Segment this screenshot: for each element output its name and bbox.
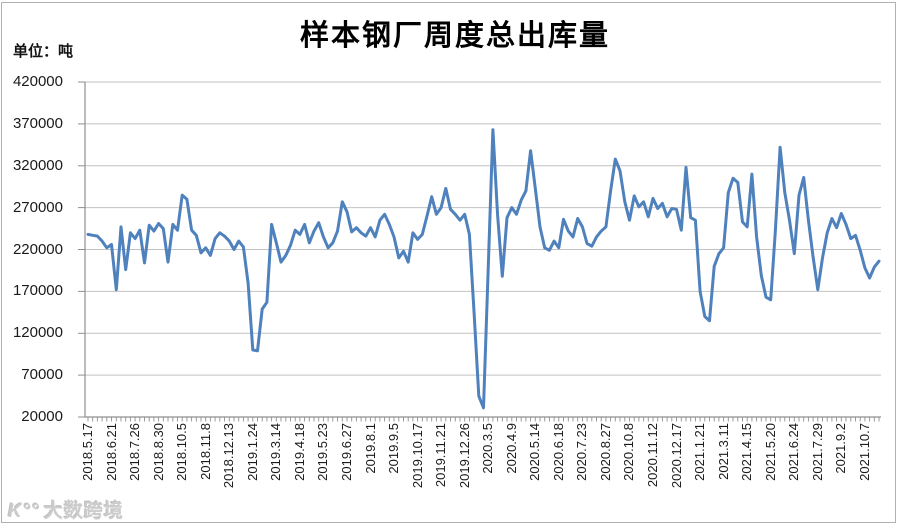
x-tick-label: 2021.7.29 bbox=[809, 423, 825, 481]
x-tick-label: 2018.5.17 bbox=[80, 423, 95, 481]
y-tick-label: 370000 bbox=[12, 114, 63, 132]
x-tick-label: 2019.4.18 bbox=[291, 423, 307, 481]
x-tick-label: 2020.12.17 bbox=[668, 423, 684, 489]
y-tick-label: 270000 bbox=[12, 198, 63, 216]
chart-title: 样本钢厂周度总出库量 bbox=[299, 20, 610, 52]
x-tick-label: 2019.5.23 bbox=[315, 423, 331, 481]
y-tick-label: 320000 bbox=[12, 156, 63, 174]
x-tick-label: 2018.8.30 bbox=[150, 423, 166, 481]
x-tick-label: 2020.6.18 bbox=[550, 423, 566, 481]
y-tick-label: 20000 bbox=[21, 408, 63, 425]
x-tick-label: 2018.11.8 bbox=[197, 423, 213, 480]
x-tick-label: 2018.7.26 bbox=[127, 423, 143, 481]
watermark-logo-icon: K°° bbox=[8, 501, 40, 522]
y-tick-label: 170000 bbox=[12, 282, 63, 300]
x-tick-label: 2020.8.27 bbox=[597, 423, 613, 481]
x-tick-label: 2021.4.15 bbox=[739, 423, 755, 481]
x-tick-label: 2019.8.1 bbox=[362, 423, 378, 474]
unit-label: 单位：吨 bbox=[13, 44, 74, 60]
x-tick-label: 2019.12.26 bbox=[456, 423, 472, 489]
x-tick-label: 2019.10.17 bbox=[409, 423, 425, 489]
x-tick-label: 2021.9.2 bbox=[833, 423, 849, 474]
x-tick-label: 2020.4.9 bbox=[503, 423, 519, 474]
x-tick-label: 2019.6.27 bbox=[338, 423, 354, 481]
x-tick-label: 2020.5.14 bbox=[527, 423, 543, 481]
x-tick-label: 2019.3.14 bbox=[268, 423, 284, 481]
y-tick-label: 420000 bbox=[12, 73, 63, 90]
x-tick-label: 2018.10.5 bbox=[174, 423, 190, 481]
watermark-text: 大数跨境 bbox=[43, 501, 124, 522]
y-tick-label: 220000 bbox=[12, 240, 63, 258]
x-tick-label: 2018.12.13 bbox=[221, 423, 237, 489]
x-tick-label: 2020.11.12 bbox=[645, 423, 660, 488]
x-tick-label: 2020.10.8 bbox=[621, 423, 637, 481]
x-tick-label: 2020.7.23 bbox=[574, 423, 590, 481]
x-tick-label: 2021.1.21 bbox=[692, 423, 708, 481]
x-tick-label: 2019.9.5 bbox=[386, 423, 402, 474]
x-tick-label: 2021.10.7 bbox=[856, 423, 872, 481]
x-tick-label: 2021.3.11 bbox=[715, 423, 731, 480]
x-tick-label: 2021.6.24 bbox=[786, 423, 802, 481]
x-tick-label: 2018.6.21 bbox=[103, 423, 119, 481]
y-tick-label: 120000 bbox=[12, 324, 63, 342]
x-tick-label: 2019.1.24 bbox=[244, 423, 260, 481]
x-tick-label: 2020.3.5 bbox=[480, 423, 496, 474]
x-tick-label: 2021.5.20 bbox=[762, 423, 778, 481]
watermark: K°° 大数跨境 bbox=[8, 496, 124, 523]
y-tick-label: 70000 bbox=[21, 366, 63, 384]
x-tick-label: 2019.11.21 bbox=[433, 423, 449, 488]
